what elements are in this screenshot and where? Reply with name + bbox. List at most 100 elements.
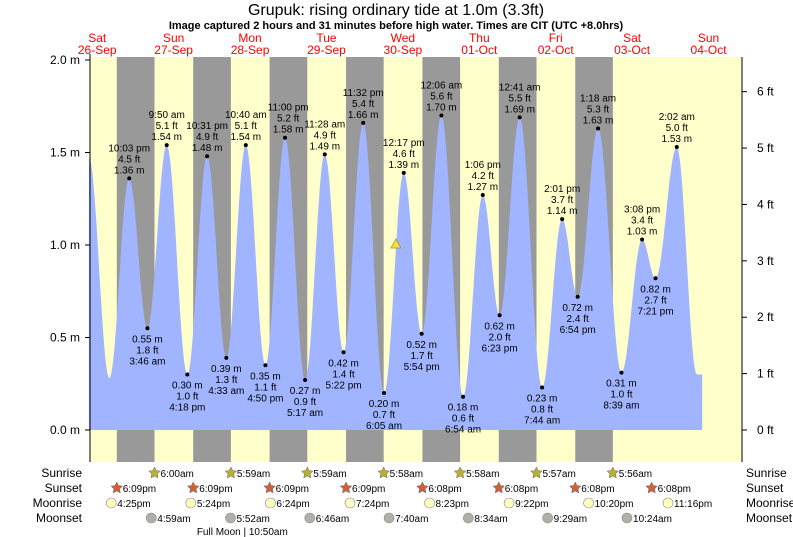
left-tick-label: 0.0 m (50, 423, 80, 437)
low-tide-point (341, 350, 346, 355)
right-tick-label: 3 ft (757, 254, 774, 268)
low-tide-label: 0.62 m2.0 ft6:23 pm (482, 321, 518, 354)
low-tide-label: 0.20 m0.7 ft6:05 am (366, 399, 402, 432)
low-tide-ft: 1.3 ft (215, 375, 237, 386)
high-tide-m: 1.36 m (114, 165, 145, 176)
moonset-time: 10:24am (633, 514, 672, 525)
sunset-icon (568, 481, 582, 494)
low-tide-point (263, 363, 268, 368)
sunrise-time: 5:58am (466, 469, 499, 480)
sunrise-icon (148, 466, 161, 479)
date-label: 03-Oct (614, 43, 651, 57)
date-label: 04-Oct (691, 43, 728, 57)
low-tide-label: 0.55 m1.8 ft3:46 am (129, 334, 165, 367)
high-tide-ft: 3.4 ft (631, 215, 653, 226)
low-tide-ft: 2.0 ft (488, 332, 510, 343)
sunset-time: 6:08pm (505, 484, 538, 495)
high-tide-m: 1.58 m (273, 125, 304, 136)
high-tide-time: 1:06 pm (465, 160, 501, 171)
high-tide-time: 12:17 pm (383, 138, 425, 149)
sunset-icon (645, 481, 658, 494)
low-tide-ft: 1.8 ft (136, 345, 158, 356)
high-tide-m: 1.66 m (348, 110, 379, 121)
high-tide-point (127, 176, 132, 181)
moonset-icon (383, 512, 395, 524)
axes: 0.0 m 0.5 m 1.0 m 1.5 m 2.0 m 0 ft 1 ft 2 ft 3 f… (50, 53, 774, 462)
water-level-area (88, 115, 703, 430)
moonset-time: 5:52am (237, 514, 270, 525)
sunrise-icon (606, 466, 620, 479)
high-tide-label: 1.03 m3.4 ft3:08 pm (624, 204, 660, 237)
moonset-time: 4:59am (157, 514, 190, 525)
low-tide-time: 3:46 am (129, 356, 165, 367)
right-tick-label: 0 ft (757, 423, 774, 437)
high-tide-time: 11:00 pm (268, 103, 309, 114)
low-tide-ft: 2.7 ft (644, 295, 666, 306)
high-tide-m: 1.03 m (627, 226, 658, 237)
low-tide-ft: 1.4 ft (332, 369, 354, 380)
row-label-right: Sunset (746, 481, 784, 495)
high-tide-ft: 4.5 ft (118, 154, 140, 165)
high-tide-time: 11:28 am (304, 119, 345, 130)
right-tick-label: 2 ft (757, 310, 774, 324)
moonrise-time: 9:22pm (515, 499, 548, 510)
high-tide-time: 2:02 am (659, 112, 695, 123)
moonrise-time: 5:24pm (197, 499, 230, 510)
low-tide-time: 6:23 pm (482, 343, 518, 354)
low-tide-point (145, 326, 150, 331)
high-tide-time: 10:40 am (225, 110, 267, 121)
high-tide-m: 1.27 m (468, 182, 499, 193)
high-tide-ft: 3.7 ft (551, 195, 573, 206)
date-label: 26-Sep (78, 43, 117, 57)
high-tide-time: 10:31 pm (186, 121, 228, 132)
low-tide-m: 0.55 m (132, 334, 163, 345)
low-tide-point (540, 385, 545, 390)
low-tide-label: 0.42 m1.4 ft5:22 pm (325, 358, 361, 391)
moon-phase-label: Full Moon | 10:50am (197, 527, 288, 537)
low-tide-label: 0.82 m2.7 ft7:21 pm (637, 284, 673, 317)
moonset-icon (621, 512, 633, 524)
low-tide-label: 0.23 m0.8 ft7:44 am (524, 393, 560, 426)
low-tide-m: 0.18 m (448, 403, 479, 414)
high-tide-m: 1.48 m (192, 143, 223, 154)
high-tide-m: 1.53 m (662, 134, 693, 145)
low-tide-point (419, 331, 424, 336)
low-tide-label: 0.30 m1.0 ft4:18 pm (169, 381, 205, 414)
high-tide-point (596, 126, 601, 131)
high-tide-ft: 4.9 ft (314, 130, 336, 141)
moonrise-icon (662, 497, 674, 509)
day-of-week-label: Sun (698, 31, 719, 45)
low-tide-ft: 0.8 ft (531, 404, 553, 415)
high-tide-point (401, 170, 406, 175)
moonset-time: 7:40am (395, 514, 428, 525)
high-tide-time: 12:41 am (499, 82, 541, 93)
high-tide-m: 1.69 m (504, 104, 535, 115)
sunrise-icon (453, 466, 467, 479)
low-tide-point (575, 294, 580, 299)
moonset-time: 9:29am (554, 514, 587, 525)
high-tide-ft: 5.1 ft (235, 121, 257, 132)
moonset-icon (542, 512, 553, 524)
row-label-left: Moonrise (33, 496, 83, 510)
high-tide-point (283, 135, 288, 140)
high-tide-ft: 5.0 ft (666, 123, 688, 134)
moonrise-icon (105, 497, 117, 509)
high-tide-label: 1.54 m5.1 ft9:50 am (149, 110, 185, 143)
high-tide-m: 1.54 m (231, 132, 262, 143)
high-tide-label: 1.27 m4.2 ft1:06 pm (465, 160, 501, 193)
high-tide-ft: 4.2 ft (472, 171, 494, 182)
high-tide-ft: 5.4 ft (352, 99, 374, 110)
moonset-time: 8:34am (474, 514, 507, 525)
row-label-right: Sunrise (746, 466, 787, 480)
low-tide-ft: 1.0 ft (176, 392, 198, 403)
low-tide-time: 7:44 am (524, 415, 560, 426)
sunset-icon (492, 481, 506, 494)
high-tide-m: 1.39 m (388, 160, 419, 171)
moonset-icon (463, 512, 474, 524)
low-tide-label: 0.18 m0.6 ft6:54 am (445, 403, 481, 436)
